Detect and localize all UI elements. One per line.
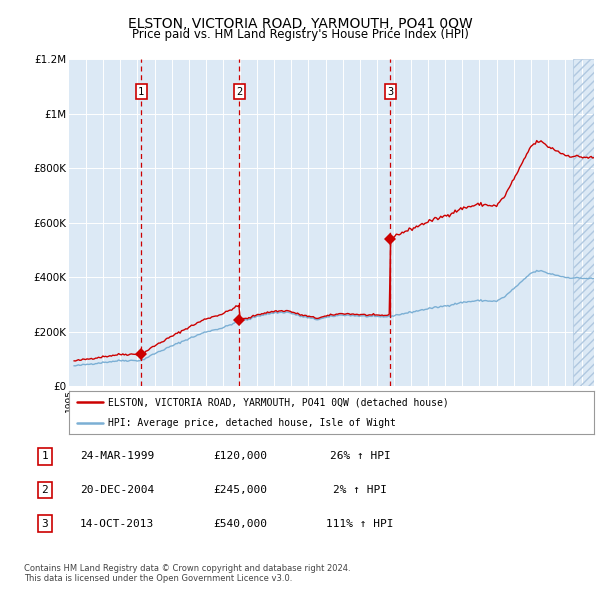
Text: HPI: Average price, detached house, Isle of Wight: HPI: Average price, detached house, Isle… — [109, 418, 396, 428]
Text: 26% ↑ HPI: 26% ↑ HPI — [329, 451, 391, 461]
Text: £120,000: £120,000 — [213, 451, 267, 461]
Text: 20-DEC-2004: 20-DEC-2004 — [80, 485, 154, 495]
Text: ELSTON, VICTORIA ROAD, YARMOUTH, PO41 0QW (detached house): ELSTON, VICTORIA ROAD, YARMOUTH, PO41 0Q… — [109, 397, 449, 407]
Text: 2: 2 — [41, 485, 49, 495]
Text: £245,000: £245,000 — [213, 485, 267, 495]
Text: Contains HM Land Registry data © Crown copyright and database right 2024.
This d: Contains HM Land Registry data © Crown c… — [24, 563, 350, 583]
Text: 2: 2 — [236, 87, 242, 97]
Text: 3: 3 — [41, 519, 49, 529]
Text: 1: 1 — [138, 87, 145, 97]
Text: Price paid vs. HM Land Registry's House Price Index (HPI): Price paid vs. HM Land Registry's House … — [131, 28, 469, 41]
Text: 111% ↑ HPI: 111% ↑ HPI — [326, 519, 394, 529]
Text: 2% ↑ HPI: 2% ↑ HPI — [333, 485, 387, 495]
Text: 14-OCT-2013: 14-OCT-2013 — [80, 519, 154, 529]
Text: 3: 3 — [387, 87, 394, 97]
Text: 24-MAR-1999: 24-MAR-1999 — [80, 451, 154, 461]
Text: ELSTON, VICTORIA ROAD, YARMOUTH, PO41 0QW: ELSTON, VICTORIA ROAD, YARMOUTH, PO41 0Q… — [128, 17, 472, 31]
Text: £540,000: £540,000 — [213, 519, 267, 529]
Text: 1: 1 — [41, 451, 49, 461]
